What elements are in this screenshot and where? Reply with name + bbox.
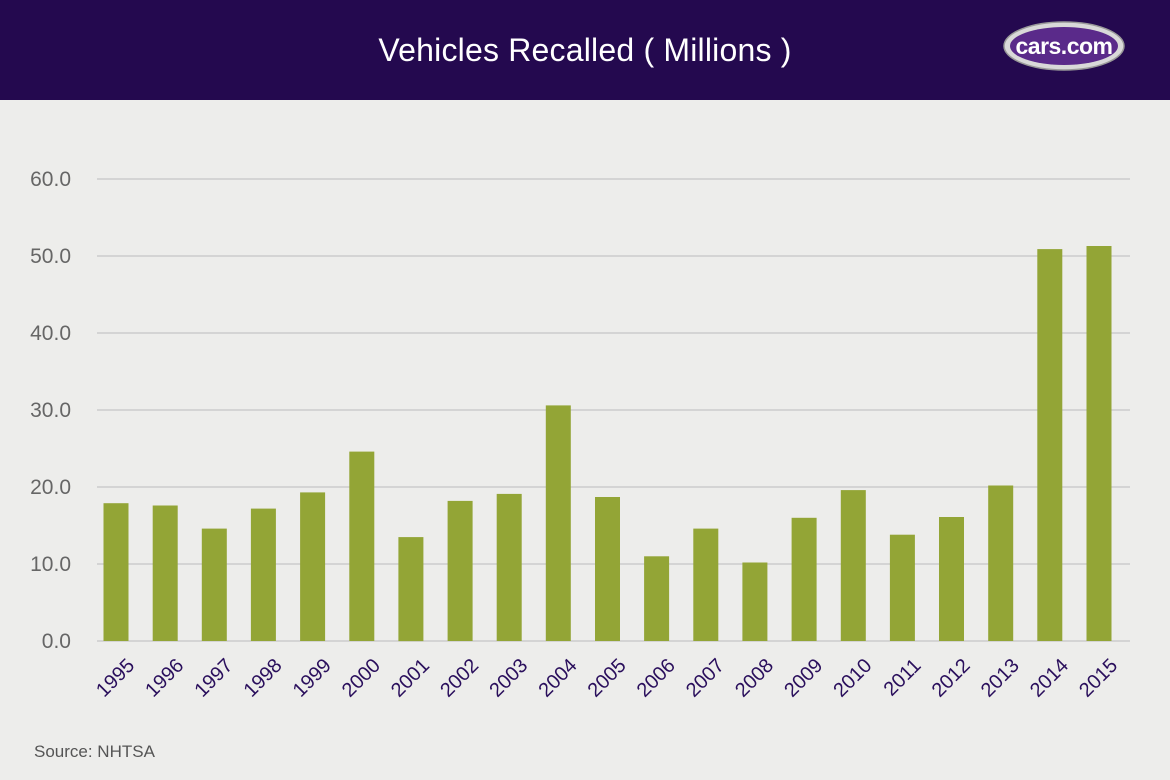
bar-2004 — [545, 405, 571, 641]
bar-2000 — [349, 451, 375, 641]
y-tick-label: 0.0 — [42, 630, 71, 653]
logo-badge — [1003, 21, 1125, 71]
x-tick-label: 1999 — [289, 655, 336, 702]
x-tick-label: 2003 — [485, 655, 532, 702]
x-tick-label: 1997 — [190, 655, 237, 702]
x-tick-label: 2007 — [682, 655, 729, 702]
cars-com-logo: cars.com — [1003, 21, 1125, 71]
bar-2002 — [447, 500, 473, 641]
x-tick-label: 2000 — [338, 655, 385, 702]
x-tick-label: 2002 — [436, 655, 483, 702]
bar-1997 — [201, 528, 227, 641]
bar-2007 — [693, 528, 719, 641]
bar-2015 — [1086, 246, 1112, 641]
x-tick-label: 2010 — [829, 655, 876, 702]
x-tick-label: 1996 — [141, 655, 188, 702]
x-axis-ticks: 1995 1996 1997 1998 1999 2000 2001 2002 2003 2004… — [92, 655, 1122, 702]
bar-2011 — [889, 534, 915, 641]
x-tick-label: 1995 — [92, 655, 139, 702]
x-tick-label: 2013 — [977, 655, 1024, 702]
bar-2008 — [742, 562, 768, 641]
chart-title: Vehicles Recalled ( Millions ) — [378, 32, 792, 68]
bar-1998 — [250, 508, 276, 641]
x-tick-label: 2008 — [731, 655, 778, 702]
bar-2010 — [840, 490, 866, 641]
bars — [103, 246, 1112, 642]
bar-2001 — [398, 537, 424, 642]
bar-2003 — [496, 493, 522, 641]
y-tick-label: 60.0 — [30, 168, 71, 191]
x-tick-label: 2006 — [633, 655, 680, 702]
source-note: Source: NHTSA — [34, 742, 155, 761]
bar-2006 — [644, 556, 670, 641]
bar-2013 — [988, 485, 1014, 641]
logo-text: cars.com — [1015, 33, 1113, 59]
bar-2012 — [939, 517, 964, 641]
y-tick-label: 50.0 — [30, 245, 71, 268]
y-tick-label: 10.0 — [30, 553, 71, 576]
header-bar: Vehicles Recalled ( Millions ) cars.com — [0, 0, 1170, 100]
x-tick-label: 2015 — [1075, 655, 1122, 702]
bar-1999 — [300, 492, 326, 641]
x-tick-label: 2005 — [584, 655, 631, 702]
x-tick-label: 2012 — [928, 655, 975, 702]
x-tick-label: 2014 — [1026, 655, 1073, 702]
x-tick-label: 2011 — [880, 655, 926, 701]
bar-chart: 0.0 10.0 20.0 30.0 40.0 50.0 60.0 1995 1996 1997… — [30, 168, 1130, 702]
bar-1995 — [103, 503, 129, 641]
x-tick-label: 2004 — [534, 655, 581, 702]
bar-1996 — [152, 505, 178, 641]
y-axis-ticks: 0.0 10.0 20.0 30.0 40.0 50.0 60.0 — [30, 168, 71, 653]
x-tick-label: 2009 — [780, 655, 827, 702]
x-tick-label: 1998 — [240, 655, 287, 702]
bar-2009 — [791, 517, 817, 641]
y-tick-label: 30.0 — [30, 399, 71, 422]
x-tick-label: 2001 — [387, 655, 434, 702]
y-tick-label: 20.0 — [30, 476, 71, 499]
y-tick-label: 40.0 — [30, 322, 71, 345]
bar-2014 — [1037, 249, 1063, 641]
bar-2005 — [595, 497, 620, 641]
